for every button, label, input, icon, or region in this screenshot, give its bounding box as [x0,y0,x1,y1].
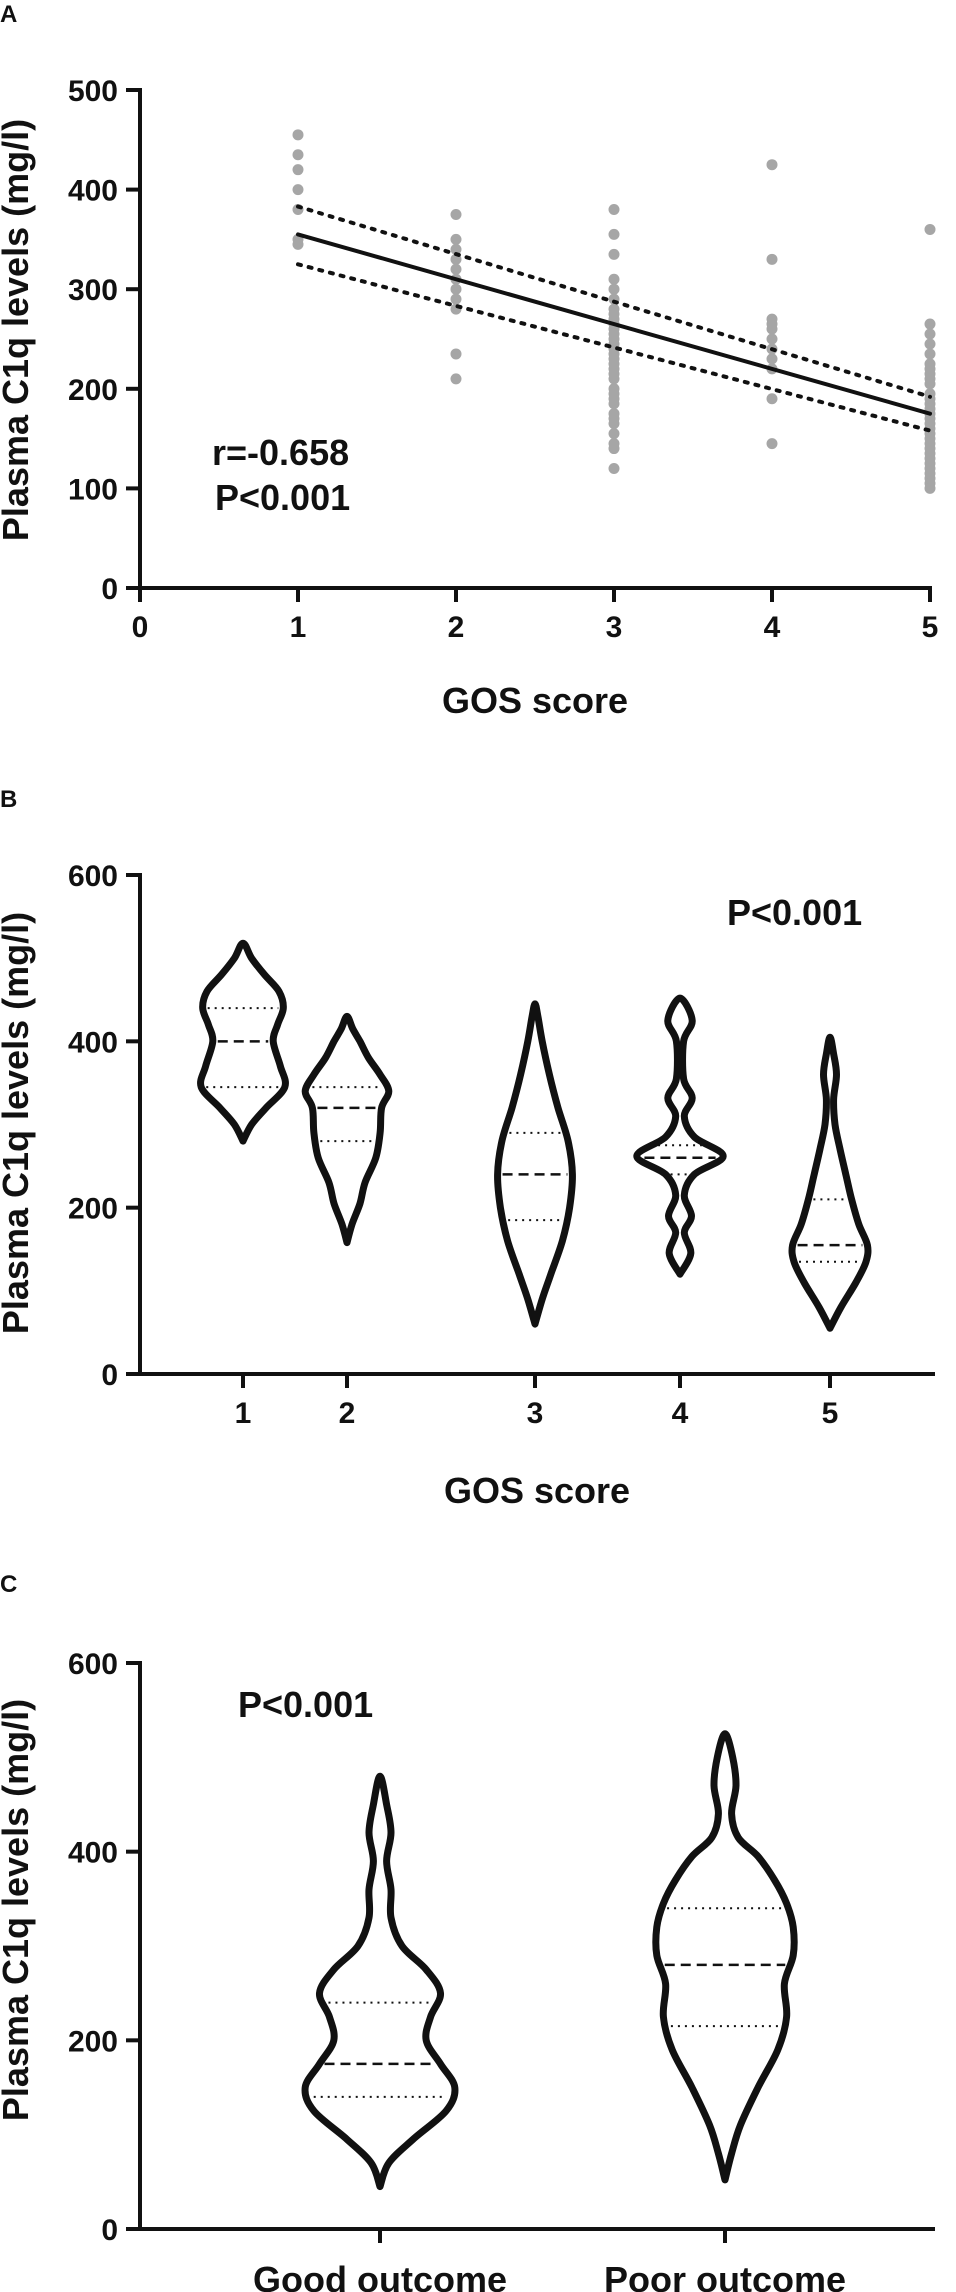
data-point [292,184,304,196]
data-point [924,223,936,235]
data-point [924,348,936,360]
data-point [608,418,620,430]
data-point [450,209,462,220]
data-point [608,462,620,474]
data-point [766,438,778,450]
violin-outline [301,1012,393,1247]
violin-5 [788,1033,872,1332]
violin-4 [633,994,727,1278]
y-tick-label: 0 [101,573,118,606]
x-tick-label: 3 [527,1397,544,1430]
x-tick-label: Poor outcome [604,2259,846,2292]
ci-lower-line [296,262,932,433]
data-point [766,333,778,345]
data-point [766,323,778,335]
data-point [924,378,936,390]
data-point [450,293,462,305]
x-tick-label: 1 [235,1397,252,1430]
panel-label-a: A [0,1,17,28]
violin-outline [633,994,727,1278]
violin-1 [301,1772,459,2191]
x-tick-label: 2 [448,611,465,644]
y-tick-label: 0 [101,1359,118,1392]
p-value-annotation: P<0.001 [215,477,350,518]
x-tick-label: 3 [606,611,623,644]
data-point [608,283,620,295]
x-tick-label: 1 [290,611,307,644]
data-point [924,318,936,330]
y-tick-label: 200 [68,2025,118,2058]
y-tick-label: 300 [68,274,118,307]
data-point [608,443,620,455]
data-point [766,353,778,365]
data-point [292,164,304,176]
x-tick-label: 0 [132,611,149,644]
data-point [450,373,462,385]
violin-outline [197,939,289,1145]
y-tick-label: 500 [68,75,118,108]
p-value-annotation: P<0.001 [727,892,862,933]
panel-b: B 0 200 400 600 1 2 3 4 5 P<0.001 GOS score Plas… [0,786,935,1511]
y-axis-label: Plasma C1q levels (mg/l) [0,1699,36,2121]
data-point [450,263,462,275]
y-tick-label: 100 [68,473,118,506]
data-point [450,283,462,295]
y-tick-label: 400 [68,175,118,208]
y-tick-label: 400 [68,1837,118,1870]
data-point [766,253,778,265]
regression-line [296,232,932,416]
x-tick-label: 5 [922,611,939,644]
data-point [924,338,936,350]
data-point [608,248,620,260]
x-tick-label: 5 [822,1397,839,1430]
panel-c: C 0 200 400 600 Good outcome Poor outcome P<0… [0,1571,935,2292]
data-point [608,273,620,285]
data-point [450,243,462,255]
data-point [766,393,778,405]
panel-a: A 0 100 200 300 400 500 0 1 2 3 4 5 r=-0.658 P<0.00… [0,1,938,721]
y-tick-label: 400 [68,1026,118,1059]
panel-label-b: B [0,786,17,813]
data-point [924,482,936,494]
x-tick-label: 4 [672,1397,689,1430]
panel-label-c: C [0,1571,17,1598]
x-tick-label: Good outcome [253,2259,507,2292]
data-point [608,428,620,440]
data-point [608,204,620,216]
x-tick-label: 4 [764,611,781,644]
y-tick-label: 0 [101,2214,118,2247]
data-point [292,149,304,161]
violin-2 [301,1012,393,1247]
data-point [292,129,304,141]
data-point [450,233,462,245]
data-point [924,328,936,340]
ci-upper-line [296,204,932,399]
correlation-annotation: r=-0.658 [212,432,349,473]
y-tick-label: 600 [68,1648,118,1681]
y-tick-label: 600 [68,860,118,893]
violin-outline [652,1730,798,2184]
data-point [766,159,778,171]
violin-outline [494,1000,576,1328]
violin-2 [652,1730,798,2184]
violin-outline [788,1033,872,1332]
y-tick-label: 200 [68,374,118,407]
x-axis-label: GOS score [442,680,628,721]
y-axis-label: Plasma C1q levels (mg/l) [0,119,36,541]
y-axis-label: Plasma C1q levels (mg/l) [0,912,36,1334]
y-tick-label: 200 [68,1193,118,1226]
data-point [292,238,304,250]
violin-outline [301,1772,459,2191]
data-point [608,398,620,410]
data-point [608,228,620,240]
p-value-annotation: P<0.001 [238,1684,373,1725]
violin-3 [494,1000,576,1328]
data-point [450,348,462,360]
x-axis-label: GOS score [444,1470,630,1511]
data-point [608,373,620,385]
x-tick-label: 2 [339,1397,356,1430]
violin-1 [197,939,289,1145]
